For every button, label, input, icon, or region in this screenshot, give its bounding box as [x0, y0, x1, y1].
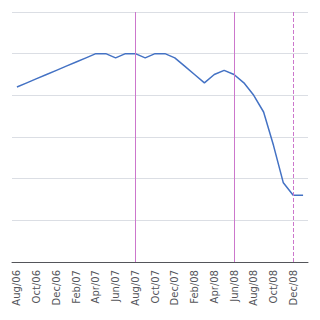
svg-text:Oct/06: Oct/06	[31, 270, 42, 303]
svg-text:Jun/08: Jun/08	[229, 270, 240, 303]
svg-text:Apr/08: Apr/08	[209, 270, 220, 303]
svg-text:Aug/07: Aug/07	[130, 270, 141, 306]
svg-text:Feb/07: Feb/07	[71, 270, 82, 304]
svg-text:Oct/08: Oct/08	[268, 270, 279, 303]
svg-text:Dec/07: Dec/07	[169, 270, 180, 305]
svg-text:Oct/07: Oct/07	[150, 270, 161, 303]
svg-text:Aug/06: Aug/06	[11, 270, 22, 306]
svg-text:Dec/08: Dec/08	[288, 270, 299, 305]
svg-text:Feb/08: Feb/08	[189, 270, 200, 304]
svg-text:Jun/07: Jun/07	[110, 270, 121, 303]
svg-text:Apr/07: Apr/07	[90, 270, 101, 303]
svg-text:Dec/06: Dec/06	[51, 270, 62, 305]
svg-text:Aug/08: Aug/08	[248, 270, 259, 306]
